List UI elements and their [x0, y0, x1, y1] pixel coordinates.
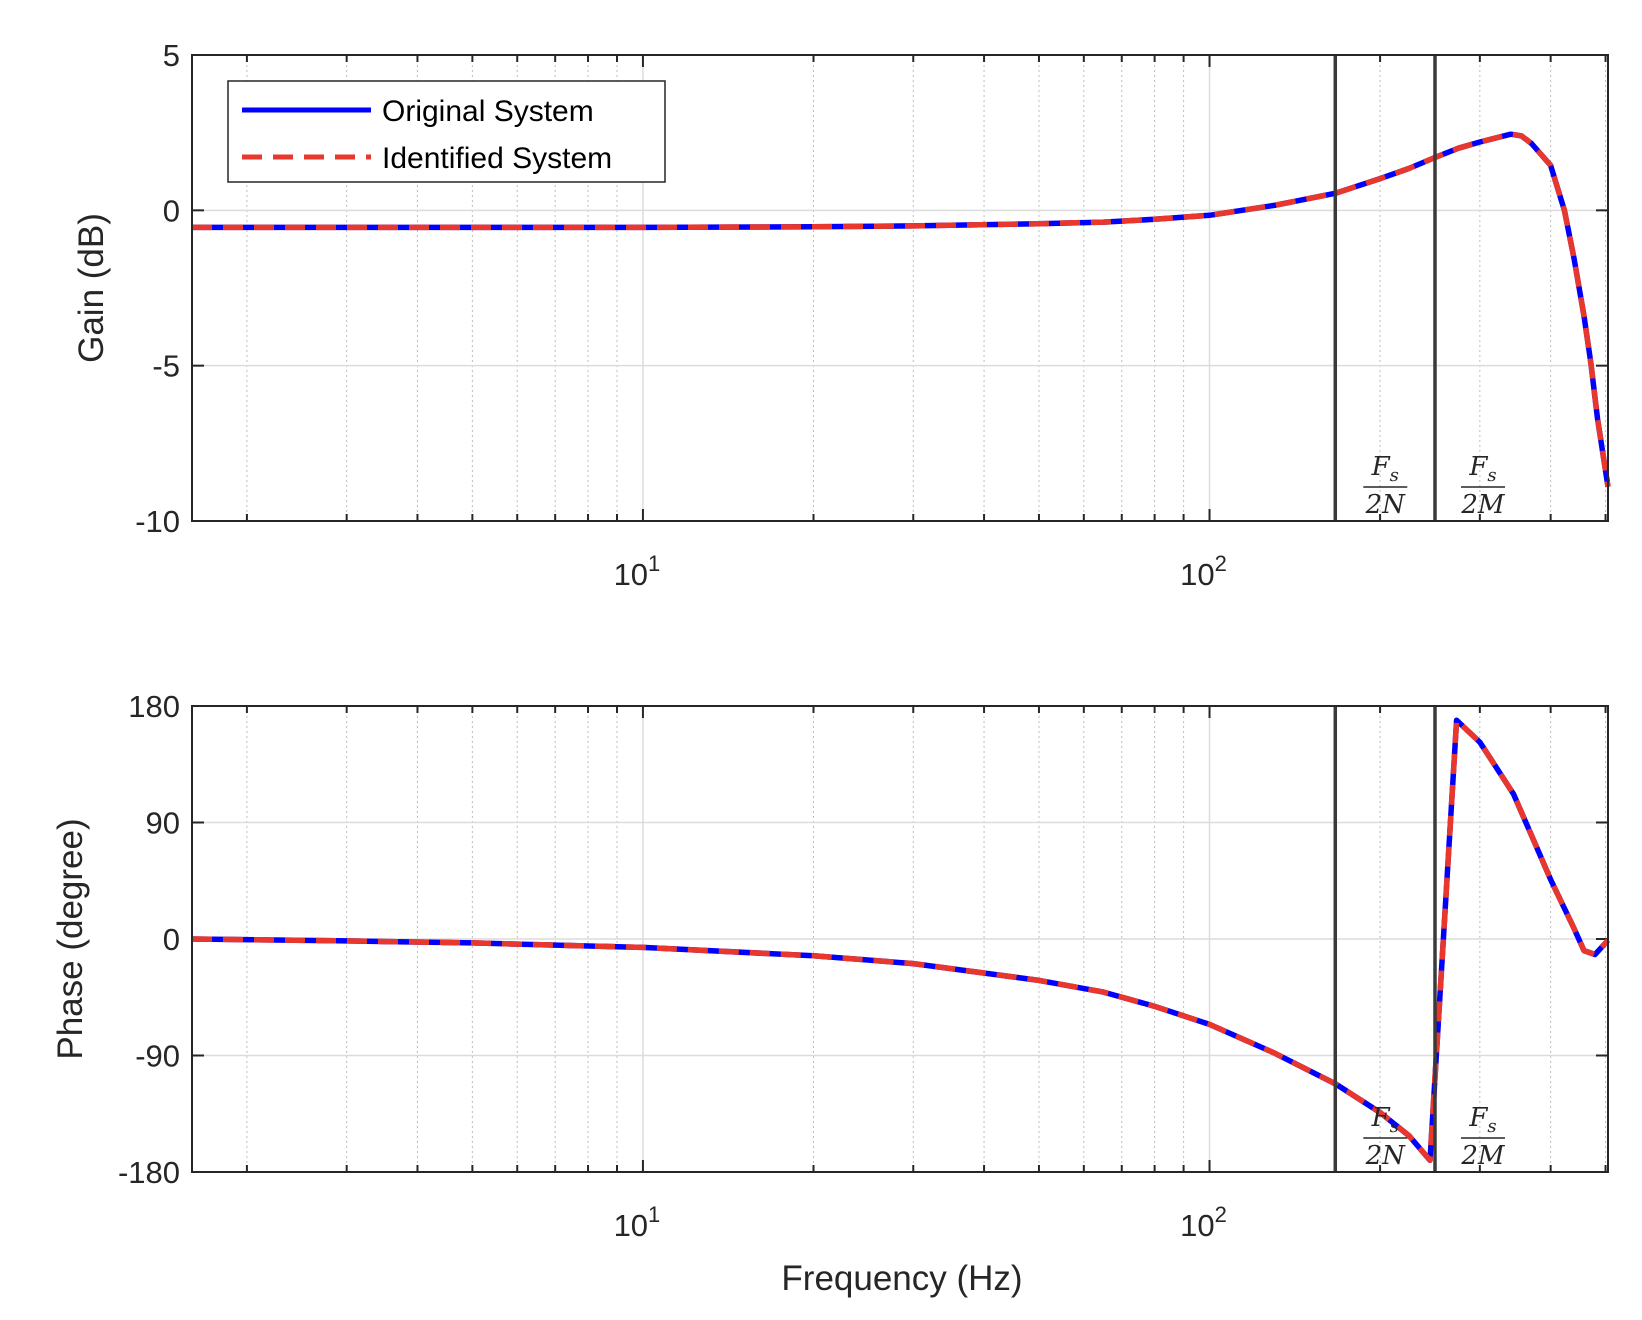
legend: Original System Identified System — [227, 80, 666, 183]
frequency-xlabel: Frequency (Hz) — [781, 1259, 1022, 1298]
fraction-denominator: 2M — [1460, 490, 1506, 520]
axes-frame — [191, 705, 1609, 1173]
y-tick-label: 0 — [163, 193, 180, 228]
y-tick-label: 5 — [163, 38, 180, 73]
y-tick-label: 0 — [163, 922, 180, 957]
fraction-numerator: Fs — [1468, 1103, 1496, 1137]
y-tick-label: -10 — [135, 504, 180, 539]
y-tick-label: 180 — [128, 689, 180, 724]
x-tick-label: 101 — [614, 551, 661, 592]
gain-ylabel: Gain (dB) — [72, 213, 111, 363]
fraction-denominator: 2N — [1365, 1141, 1407, 1171]
phase-ylabel: Phase (degree) — [51, 818, 90, 1059]
fraction-denominator: 2N — [1365, 490, 1407, 520]
legend-label-original: Original System — [382, 95, 594, 128]
x-tick-label: 102 — [1180, 551, 1227, 592]
identified-system-line — [192, 131, 1611, 488]
legend-label-identified: Identified System — [382, 142, 612, 175]
identified-system-line — [191, 717, 1611, 1164]
y-tick-label: -5 — [152, 349, 180, 384]
axes-frame — [191, 54, 1609, 522]
fraction-numerator: Fs — [1468, 452, 1496, 486]
x-tick-label: 102 — [1180, 1202, 1227, 1243]
x-tick-label: 101 — [614, 1202, 661, 1243]
phase-axes: -180 -90 0 90 180 101 102 Fs 2N Fs 2M — [118, 689, 1611, 1243]
y-tick-label: -180 — [118, 1155, 180, 1190]
legend-box — [227, 80, 666, 183]
y-tick-label: 90 — [146, 806, 180, 841]
fraction-numerator: Fs — [1371, 1103, 1399, 1137]
y-tick-label: -90 — [135, 1039, 180, 1074]
fraction-denominator: 2M — [1460, 1141, 1506, 1171]
fraction-numerator: Fs — [1371, 452, 1399, 486]
